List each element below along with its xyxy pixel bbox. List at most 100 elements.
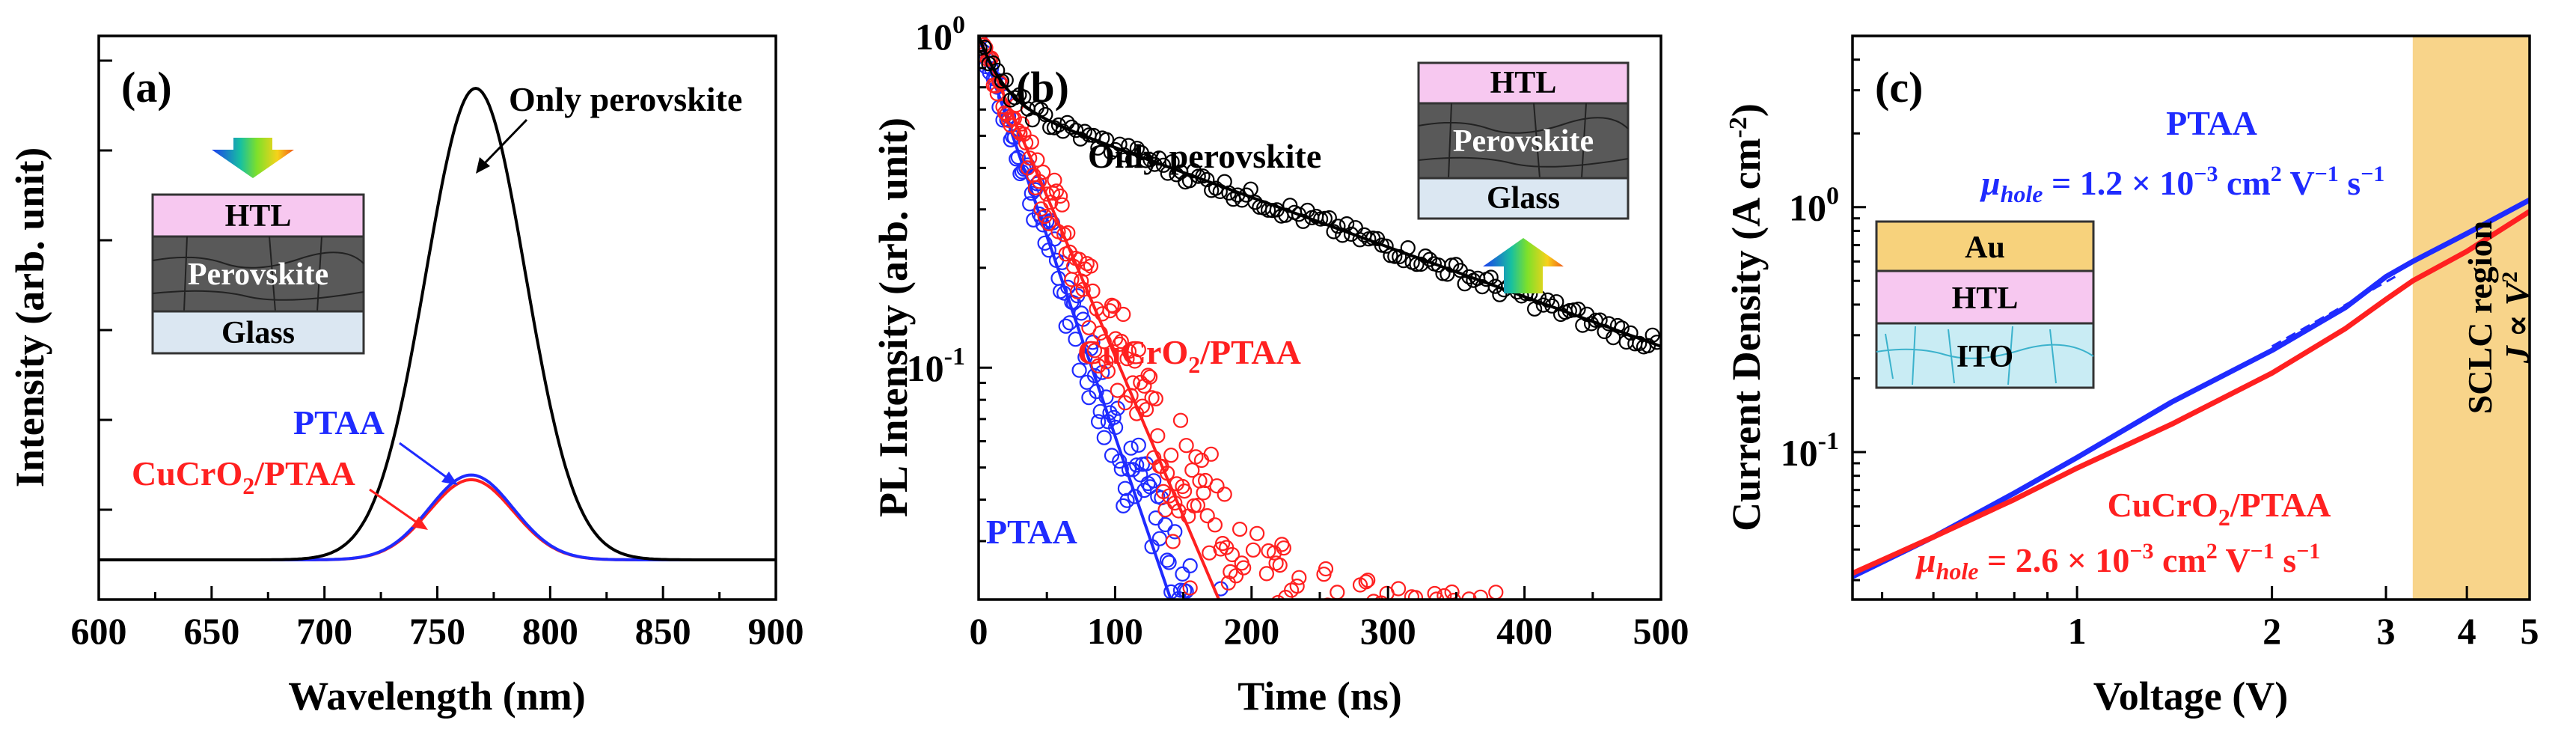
panel-a-label-only-perovskite: Only perovskite <box>509 80 742 118</box>
panel-b-point <box>1167 524 1183 540</box>
panel-b-point <box>1181 616 1195 629</box>
panel-b-point <box>1119 351 1135 367</box>
panel-b-series-only-perovskite <box>979 36 1661 355</box>
panel-b-point <box>1086 343 1103 359</box>
panel-c-inset-au-label: Au <box>1965 231 2005 265</box>
panel-a-arrow-ptaa <box>399 442 450 481</box>
panel-b-inset: HTL Perovskite Glass <box>1417 61 1630 293</box>
panel-b-point <box>1258 566 1275 582</box>
panel-b-point <box>1304 614 1318 627</box>
panel-b-point <box>1086 368 1103 383</box>
panel-b-point <box>1404 589 1419 600</box>
panel-b-point <box>1461 269 1477 284</box>
panel-b-point <box>1146 473 1162 489</box>
panel-b-point <box>1189 616 1202 629</box>
panel-b-inset-htl <box>1417 61 1630 105</box>
panel-a-inset: HTL Perovskite Glass <box>151 138 365 355</box>
panel-b-point <box>1142 152 1158 168</box>
panel-c-ticks: 1 2 3 4 5 100 10-1 <box>1781 58 2539 652</box>
panel-b-ytick-label: 100 <box>915 11 965 58</box>
panel-b-ylabel: PL Intensity (arb. unit) <box>871 118 916 517</box>
panel-b-point <box>1131 437 1146 453</box>
panel-a-xtick-label: 650 <box>183 610 239 652</box>
panel-b-fit-line <box>979 36 1173 600</box>
panel-a-xtick-label: 700 <box>296 610 352 652</box>
panel-b-point <box>1112 336 1128 352</box>
panel-b-point <box>1182 580 1198 596</box>
panel-c-xlabel: Voltage (V) <box>2093 674 2288 719</box>
panel-b-point <box>1150 428 1166 444</box>
panel-b-label-cucro: CuCrO2/PTAA <box>1077 333 1301 378</box>
panel-c-label-ptaa: PTAA <box>2166 104 2257 142</box>
panel-c-sclc-band <box>2412 36 2530 600</box>
panel-b-label-ptaa: PTAA <box>986 513 1077 551</box>
panel-c-fit-line <box>2271 275 2396 348</box>
panel-b-point <box>1100 363 1116 379</box>
panel-c-xtick-label: 2 <box>2263 610 2281 652</box>
panel-b-point <box>1178 583 1194 600</box>
panel-b-point <box>1206 609 1220 622</box>
panel-c-inset-ito-label: ITO <box>1957 340 2013 374</box>
panel-b-xtick-label: 300 <box>1360 610 1416 652</box>
panel-b-point <box>1175 566 1190 582</box>
panel-a-arrowhead-cucro <box>412 516 428 530</box>
panel-a-inset-grain-lines <box>152 236 364 312</box>
panel-b-point <box>1155 157 1172 173</box>
panel-c-ytick-label: 100 <box>1789 183 1839 229</box>
panel-b-fit-line <box>979 36 1221 600</box>
panel-a-inset-perovskite-label: Perovskite <box>188 257 328 292</box>
panel-c-axes-frame <box>1851 34 2531 601</box>
panel-b-point <box>1360 573 1376 588</box>
panel-c-sclc-label: SCLC region <box>2461 221 2499 415</box>
panel-a-xlabel: Wavelength (nm) <box>288 674 586 719</box>
panel-b-point <box>1140 368 1156 383</box>
panel-b-xtick-label: 200 <box>1223 610 1279 652</box>
panel-b-point <box>1270 595 1285 600</box>
panel-b-inset-grain-lines <box>1418 103 1629 179</box>
panel-c-inset-au <box>1875 220 2095 272</box>
panel-b-point <box>1199 507 1215 524</box>
panel-b-point <box>1224 546 1240 563</box>
panel-b-point <box>1052 188 1068 204</box>
panel-b-point <box>1098 354 1114 370</box>
panel-b-point <box>1190 497 1206 513</box>
panel-b-point <box>1106 299 1122 314</box>
panel-a-series-only-perovskite <box>99 86 776 561</box>
panel-c-xtick-label: 4 <box>2458 610 2476 652</box>
panel-b-point <box>1054 197 1070 213</box>
panel-b-point <box>1214 535 1231 552</box>
excitation-arrow-icon <box>212 138 294 178</box>
panel-b-point <box>1148 510 1163 526</box>
panel-b-point <box>1427 598 1435 600</box>
panel-c-mobility-cucro: μhole = 2.6 × 10−3 cm2 V−1 s−1 <box>1915 539 2320 585</box>
panel-b-point <box>1112 453 1128 469</box>
panel-c-series-ptaa <box>1853 198 2530 579</box>
panel-b-point <box>1106 409 1122 425</box>
panel-b-point <box>1426 606 1440 619</box>
panel-a: 600 650 700 750 800 850 900 (a) Wavelength (nm… <box>7 34 804 719</box>
panel-c-sclc-text: SCLC region J ∝ V2 <box>2461 221 2536 415</box>
panel-b-point <box>1446 593 1462 600</box>
panel-c-inset-htl <box>1875 269 2095 325</box>
panel-b-point <box>1209 478 1225 494</box>
panel-c-xtick-label: 1 <box>2068 610 2087 652</box>
panel-b-label: (b) <box>1016 63 1069 112</box>
panel-b-point <box>1236 560 1252 576</box>
panel-b-point <box>1077 123 1093 139</box>
panel-b-point <box>1291 570 1307 585</box>
panel-b-point <box>1296 605 1309 618</box>
panel-b-point <box>1472 589 1488 600</box>
panel-b-point <box>1276 540 1291 556</box>
panel-b-point <box>1249 525 1265 541</box>
panel-b-point <box>1090 414 1107 430</box>
panel-b-point <box>1366 594 1381 600</box>
panel-b-point <box>1207 517 1223 533</box>
panel-b-point <box>1245 542 1261 558</box>
panel-b-point <box>1407 590 1424 600</box>
panel-b-point <box>1464 603 1478 617</box>
panel-b-point <box>1037 235 1053 251</box>
panel-b-point <box>1041 216 1056 231</box>
panel-b-point <box>1131 342 1146 358</box>
panel-b-point <box>1071 362 1087 378</box>
panel-b-point <box>1048 183 1065 199</box>
